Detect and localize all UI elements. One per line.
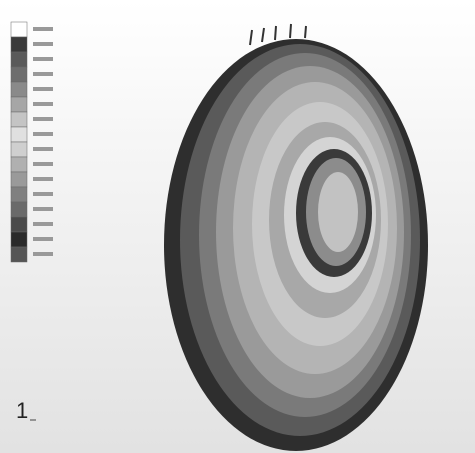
legend-swatch — [11, 37, 27, 52]
legend-label-blur — [33, 222, 53, 226]
legend-label-blur — [33, 57, 53, 61]
legend-swatch — [11, 52, 27, 67]
legend-label-blur — [33, 192, 53, 196]
legend-swatch — [11, 82, 27, 97]
legend-label-blur — [33, 87, 53, 91]
legend-label-blur — [33, 207, 53, 211]
legend-swatch — [11, 232, 27, 247]
legend-label-blur — [33, 27, 53, 31]
legend-swatch — [11, 112, 27, 127]
legend-label-blur — [33, 102, 53, 106]
legend-swatch — [11, 247, 27, 262]
legend-swatch — [11, 22, 27, 37]
legend-swatch — [11, 217, 27, 232]
legend-label-blur — [33, 147, 53, 151]
legend-swatch — [11, 172, 27, 187]
legend-label-blur — [33, 252, 53, 256]
legend-label-blur — [33, 132, 53, 136]
legend-swatch — [11, 127, 27, 142]
legend-label-blur — [33, 72, 53, 76]
legend-swatch — [11, 142, 27, 157]
legend-swatch — [11, 67, 27, 82]
legend-label-blur — [33, 237, 53, 241]
legend-label-blur — [33, 42, 53, 46]
legend-swatch — [11, 187, 27, 202]
viewport: 1 — [0, 0, 475, 453]
legend-label-blur — [33, 162, 53, 166]
axis-triad-label: 1 — [16, 398, 28, 423]
legend-swatch — [11, 202, 27, 217]
legend-label-blur — [33, 177, 53, 181]
legend-label-blur — [33, 117, 53, 121]
legend-swatch — [11, 157, 27, 172]
legend-swatch — [11, 97, 27, 112]
